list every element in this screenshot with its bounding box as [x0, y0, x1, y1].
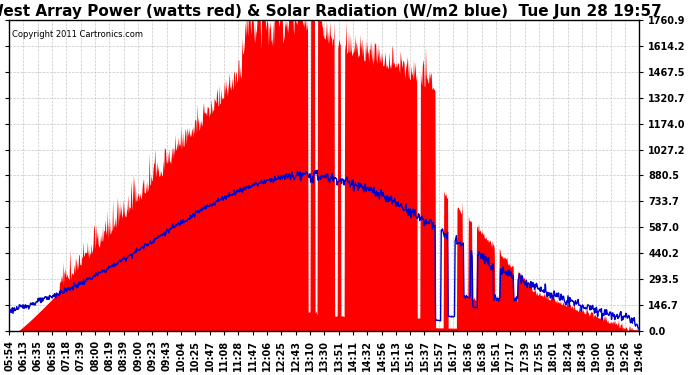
Title: West Array Power (watts red) & Solar Radiation (W/m2 blue)  Tue Jun 28 19:57: West Array Power (watts red) & Solar Rad…: [0, 4, 662, 19]
Text: Copyright 2011 Cartronics.com: Copyright 2011 Cartronics.com: [12, 30, 144, 39]
